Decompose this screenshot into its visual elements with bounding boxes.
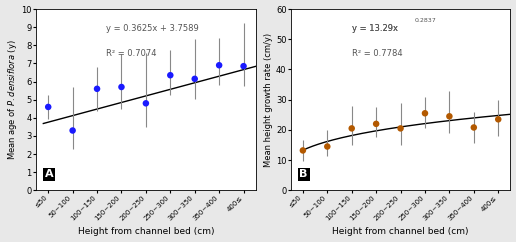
Point xyxy=(239,64,248,68)
Point xyxy=(93,87,101,91)
Point xyxy=(494,117,503,121)
Point xyxy=(69,129,77,132)
Point xyxy=(348,127,356,130)
Point xyxy=(323,144,331,148)
Point xyxy=(396,127,405,130)
Point xyxy=(166,73,174,77)
Y-axis label: Mean age of $\it{P. densiflora}$ (y): Mean age of $\it{P. densiflora}$ (y) xyxy=(6,39,19,160)
Text: B: B xyxy=(299,169,308,180)
Point xyxy=(299,149,307,152)
Point xyxy=(470,126,478,129)
Point xyxy=(117,85,125,89)
Text: R² = 0.7074: R² = 0.7074 xyxy=(106,49,157,58)
Y-axis label: Mean height growth rate (cm/y): Mean height growth rate (cm/y) xyxy=(264,33,273,167)
Point xyxy=(190,77,199,81)
Point xyxy=(372,122,380,126)
Text: A: A xyxy=(45,169,54,180)
Point xyxy=(142,101,150,105)
Text: y = 13.29x: y = 13.29x xyxy=(352,23,398,33)
Point xyxy=(44,105,52,109)
Point xyxy=(215,63,223,67)
Text: R² = 0.7784: R² = 0.7784 xyxy=(352,49,403,58)
X-axis label: Height from channel bed (cm): Height from channel bed (cm) xyxy=(77,227,214,236)
Text: y = 13.29x: y = 13.29x xyxy=(352,23,398,33)
Text: y = 0.3625x + 3.7589: y = 0.3625x + 3.7589 xyxy=(106,23,199,33)
Text: 0.2837: 0.2837 xyxy=(415,18,437,23)
Point xyxy=(445,114,454,118)
Point xyxy=(421,111,429,115)
X-axis label: Height from channel bed (cm): Height from channel bed (cm) xyxy=(332,227,469,236)
